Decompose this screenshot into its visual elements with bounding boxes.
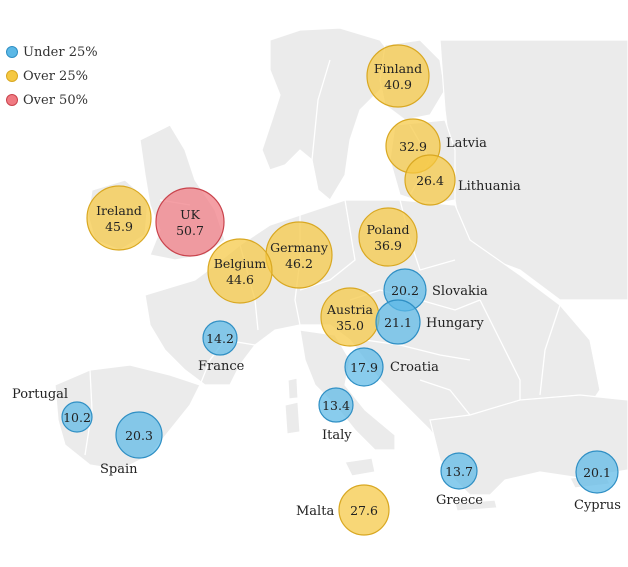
country-value-slovakia: 20.2 [391, 283, 419, 298]
land-crete [454, 499, 498, 512]
country-name-latvia: Latvia [446, 136, 487, 151]
country-name-croatia: Croatia [390, 360, 439, 375]
country-value-spain: 20.3 [125, 428, 153, 443]
country-name-slovakia: Slovakia [432, 284, 488, 299]
country-value-poland: 36.9 [374, 238, 402, 253]
bubble-circle-france [202, 320, 238, 356]
bubble-circle-ireland [86, 185, 152, 251]
country-name-hungary: Hungary [426, 316, 484, 331]
land-scandinavia [261, 27, 396, 201]
legend-swatch-red [6, 94, 18, 106]
country-value-malta: 27.6 [350, 503, 378, 518]
bubble-circle-italy [318, 387, 354, 423]
legend-label: Under 25% [23, 44, 98, 60]
country-name-belgium: Belgium [214, 256, 267, 271]
legend: Under 25% Over 25% Over 50% [6, 40, 98, 112]
country-name-finland: Finland [374, 61, 422, 76]
country-value-italy: 13.4 [322, 398, 350, 413]
bubble-greece: 13.7 Greece [436, 452, 483, 508]
legend-swatch-blue [6, 46, 18, 58]
country-name-poland: Poland [367, 222, 410, 237]
bubble-circle-portugal [61, 401, 93, 433]
bubble-portugal: 10.2 Portugal [12, 387, 93, 433]
country-value-germany: 46.2 [285, 256, 313, 271]
country-value-croatia: 17.9 [350, 360, 378, 375]
bubble-circle-hungary [375, 299, 421, 345]
land-sardinia [284, 401, 301, 435]
country-name-austria: Austria [326, 302, 373, 317]
country-name-ireland: Ireland [96, 203, 142, 218]
country-value-cyprus: 20.1 [583, 465, 611, 480]
bubble-france: 14.2 France [198, 320, 245, 374]
country-name-france: France [198, 359, 245, 374]
country-name-cyprus: Cyprus [574, 498, 621, 513]
country-value-hungary: 21.1 [384, 315, 412, 330]
country-value-belgium: 44.6 [226, 272, 254, 287]
country-name-spain: Spain [100, 462, 138, 477]
country-name-uk: UK [180, 207, 201, 222]
bubble-circle-austria [320, 287, 380, 347]
bubble-circle-malta [338, 484, 390, 536]
legend-item-over-25: Over 25% [6, 64, 98, 88]
bubble-lithuania: 26.4 Lithuania [404, 154, 521, 206]
country-value-greece: 13.7 [445, 464, 473, 479]
country-name-greece: Greece [436, 493, 483, 508]
country-name-malta: Malta [296, 504, 334, 519]
land-sicily [344, 457, 376, 477]
bubble-circle-germany [265, 221, 333, 289]
bubble-circle-cyprus [575, 450, 619, 494]
bubble-circle-greece [440, 452, 478, 490]
country-value-latvia: 32.9 [399, 139, 427, 154]
bubble-circle-poland [358, 207, 418, 267]
legend-item-over-50: Over 50% [6, 88, 98, 112]
bubble-circle-belgium [207, 238, 273, 304]
bubble-circle-uk [155, 187, 225, 257]
legend-label: Over 50% [23, 92, 88, 108]
legend-item-under-25: Under 25% [6, 40, 98, 64]
country-value-lithuania: 26.4 [416, 173, 444, 188]
bubble-croatia: 17.9 Croatia [344, 347, 439, 387]
bubble-malta: 27.6 Malta [296, 484, 390, 536]
bubble-circle-spain [115, 411, 163, 459]
country-name-italy: Italy [322, 428, 352, 443]
bubble-cyprus: 20.1 Cyprus [574, 450, 621, 513]
country-value-austria: 35.0 [336, 318, 364, 333]
country-value-france: 14.2 [206, 331, 234, 346]
bubble-spain: 20.3 Spain [100, 411, 163, 477]
land-corsica [287, 377, 299, 400]
bubble-italy: 13.4 Italy [318, 387, 354, 443]
legend-label: Over 25% [23, 68, 88, 84]
country-value-uk: 50.7 [176, 223, 204, 238]
bubble-circle-finland [366, 44, 430, 108]
country-name-portugal: Portugal [12, 387, 68, 402]
country-name-germany: Germany [270, 240, 329, 255]
legend-swatch-yellow [6, 70, 18, 82]
bubble-hungary: 21.1 Hungary [375, 299, 484, 345]
country-name-lithuania: Lithuania [458, 179, 521, 194]
bubble-circle-lithuania [404, 154, 456, 206]
country-value-portugal: 10.2 [63, 410, 91, 425]
country-value-ireland: 45.9 [105, 219, 133, 234]
country-value-finland: 40.9 [384, 77, 412, 92]
bubble-circle-croatia [344, 347, 384, 387]
